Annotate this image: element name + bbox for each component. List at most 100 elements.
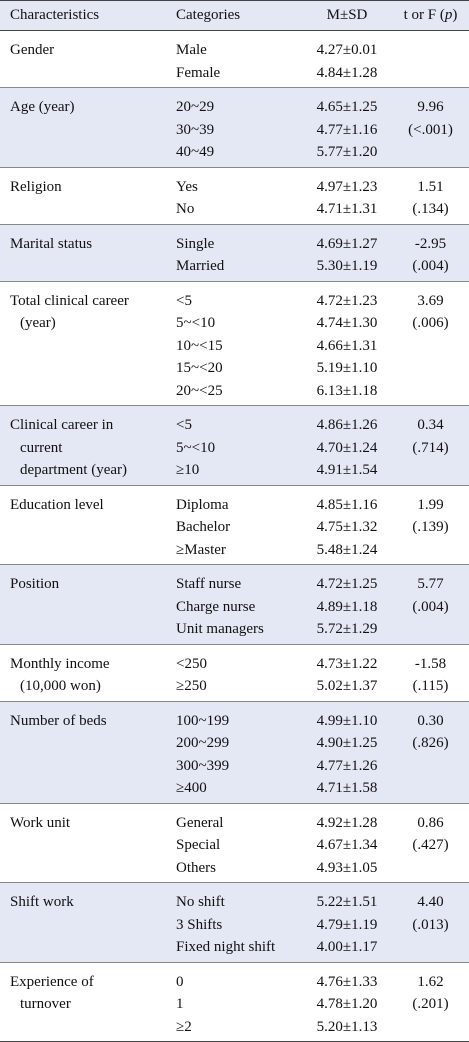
- msd-value: 6.13±1.18: [316, 382, 378, 399]
- p-value: (.004): [412, 258, 449, 274]
- characteristic-line: Monthly income: [10, 655, 110, 672]
- group-row: Clinical career in current department (yea…: [0, 405, 469, 485]
- test-statistic: -1.58: [414, 655, 447, 672]
- stat-cell: 1.51 (.134): [392, 166, 469, 224]
- test-statistic: 0.30: [417, 712, 444, 729]
- msd-value: 4.90±1.25: [316, 735, 378, 751]
- category: 100~199: [176, 712, 230, 729]
- group-row: Work unit General Special Others 4.92±1.28 4.…: [0, 802, 469, 883]
- p-value: (.115): [412, 678, 449, 694]
- msd-value: 5.19±1.10: [316, 360, 378, 376]
- test-statistic: 1.99: [417, 496, 444, 513]
- header-text: p: [444, 7, 453, 23]
- msd-value: 4.77±1.16: [316, 121, 378, 138]
- msd-value: 4.27±0.01: [316, 42, 378, 58]
- group-row: Marital status Single Married 4.69±1.27 5.30…: [0, 223, 469, 281]
- characteristic-line: Age (year): [10, 99, 75, 115]
- category-cell: 0 1 ≥2: [166, 961, 302, 1042]
- category: <250: [176, 655, 207, 672]
- p-value: (.714): [412, 439, 449, 456]
- category: Bachelor: [176, 519, 231, 535]
- msd-cell: 4.72±1.23 4.74±1.30 4.66±1.31 5.19±1.10 6.13…: [302, 280, 392, 406]
- category-cell: 100~199 200~299 300~399 ≥400: [166, 700, 302, 803]
- msd-value: 4.00±1.17: [316, 939, 378, 955]
- msd-cell: 4.85±1.16 4.75±1.32 5.48±1.24: [302, 484, 392, 565]
- msd-value: 4.78±1.20: [316, 996, 378, 1012]
- p-value: (.134): [412, 201, 449, 217]
- test-statistic: 1.62: [417, 973, 444, 990]
- characteristic-line: Gender: [10, 42, 55, 58]
- group-row: Experience of turnover 0 1 ≥2 4.76±1.33 4.78±1…: [0, 961, 469, 1042]
- msd-cell: 4.73±1.22 5.02±1.37: [302, 643, 392, 701]
- table-header: Characteristics Categories M±SD t or F (…: [0, 0, 469, 31]
- msd-value: 4.85±1.16: [316, 496, 378, 513]
- header-text: ): [452, 7, 458, 23]
- category: Special: [176, 837, 221, 853]
- header-row: Characteristics Categories M±SD t or F (…: [0, 0, 469, 31]
- msd-value: 4.67±1.34: [316, 837, 378, 853]
- stat-cell: 4.40 (.013): [392, 882, 469, 962]
- category: 5~<10: [176, 315, 216, 331]
- group-row: Number of beds 100~199 200~299 300~399 ≥400 4…: [0, 700, 469, 803]
- msd-cell: 4.65±1.25 4.77±1.16 5.77±1.20: [302, 87, 392, 167]
- stat-cell: 1.62 (.201): [392, 961, 469, 1042]
- category: Single: [176, 235, 215, 252]
- characteristic-cell: Age (year): [0, 87, 166, 167]
- category: No shift: [176, 894, 225, 910]
- category-cell: General Special Others: [166, 802, 302, 883]
- category-cell: Diploma Bachelor ≥Master: [166, 484, 302, 565]
- characteristic-cell: Position: [0, 564, 166, 644]
- category: 15~<20: [176, 360, 223, 376]
- characteristic-line: Number of beds: [10, 712, 107, 729]
- category: 30~39: [176, 121, 215, 138]
- category: General: [176, 814, 224, 831]
- stat-cell: [392, 30, 469, 88]
- category: 3 Shifts: [176, 916, 223, 933]
- msd-cell: 5.22±1.51 4.79±1.19 4.00±1.17: [302, 882, 392, 962]
- msd-cell: 4.86±1.26 4.70±1.24 4.91±1.54: [302, 405, 392, 485]
- msd-value: 4.91±1.54: [316, 462, 378, 478]
- characteristic-cell: Total clinical career (year): [0, 280, 166, 406]
- group-row: Position Staff nurse Charge nurse Unit mana…: [0, 564, 469, 644]
- msd-value: 4.86±1.26: [316, 417, 378, 433]
- msd-value: 4.65±1.25: [316, 99, 378, 115]
- stat-cell: 1.99 (.139): [392, 484, 469, 565]
- characteristic-line: department (year): [20, 462, 128, 478]
- category: <5: [176, 292, 192, 309]
- characteristic-line: Position: [10, 576, 60, 592]
- test-statistic: 0.34: [417, 417, 444, 433]
- group-row: Shift work No shift 3 Shifts Fixed night sh…: [0, 882, 469, 962]
- category: 10~<15: [176, 337, 223, 354]
- msd-value: 4.71±1.58: [316, 780, 378, 796]
- header-cell: Characteristics: [0, 0, 166, 31]
- msd-value: 4.99±1.10: [316, 712, 378, 729]
- test-statistic: 5.77: [417, 576, 444, 592]
- p-value: (.013): [412, 916, 449, 933]
- category: 40~49: [176, 144, 215, 160]
- msd-value: 5.02±1.37: [316, 678, 378, 694]
- stat-cell: -1.58 (.115): [392, 643, 469, 701]
- category: 20~29: [176, 99, 215, 115]
- characteristic-line: Total clinical career: [10, 292, 129, 309]
- msd-cell: 4.92±1.28 4.67±1.34 4.93±1.05: [302, 802, 392, 883]
- characteristic-line: (10,000 won): [20, 678, 101, 694]
- category: Charge nurse: [176, 598, 256, 615]
- characteristic-cell: Experience of turnover: [0, 961, 166, 1042]
- category: Yes: [176, 178, 198, 195]
- msd-value: 5.48±1.24: [316, 541, 378, 558]
- msd-cell: 4.27±0.01 4.84±1.28: [302, 30, 392, 88]
- msd-value: 4.75±1.32: [316, 519, 378, 535]
- characteristic-cell: Number of beds: [0, 700, 166, 803]
- header-cell: Categories: [166, 0, 302, 31]
- stat-cell: -2.95 (.004): [392, 223, 469, 281]
- characteristic-cell: Gender: [0, 30, 166, 88]
- category-cell: Single Married: [166, 223, 302, 281]
- msd-value: 4.74±1.30: [316, 315, 378, 331]
- msd-value: 5.72±1.29: [316, 621, 378, 637]
- p-value: (<.001): [408, 121, 453, 138]
- msd-value: 4.69±1.27: [316, 235, 378, 252]
- group-row: Gender Male Female 4.27±0.01 4.84±1.28: [0, 30, 469, 88]
- msd-cell: 4.72±1.25 4.89±1.18 5.72±1.29: [302, 564, 392, 644]
